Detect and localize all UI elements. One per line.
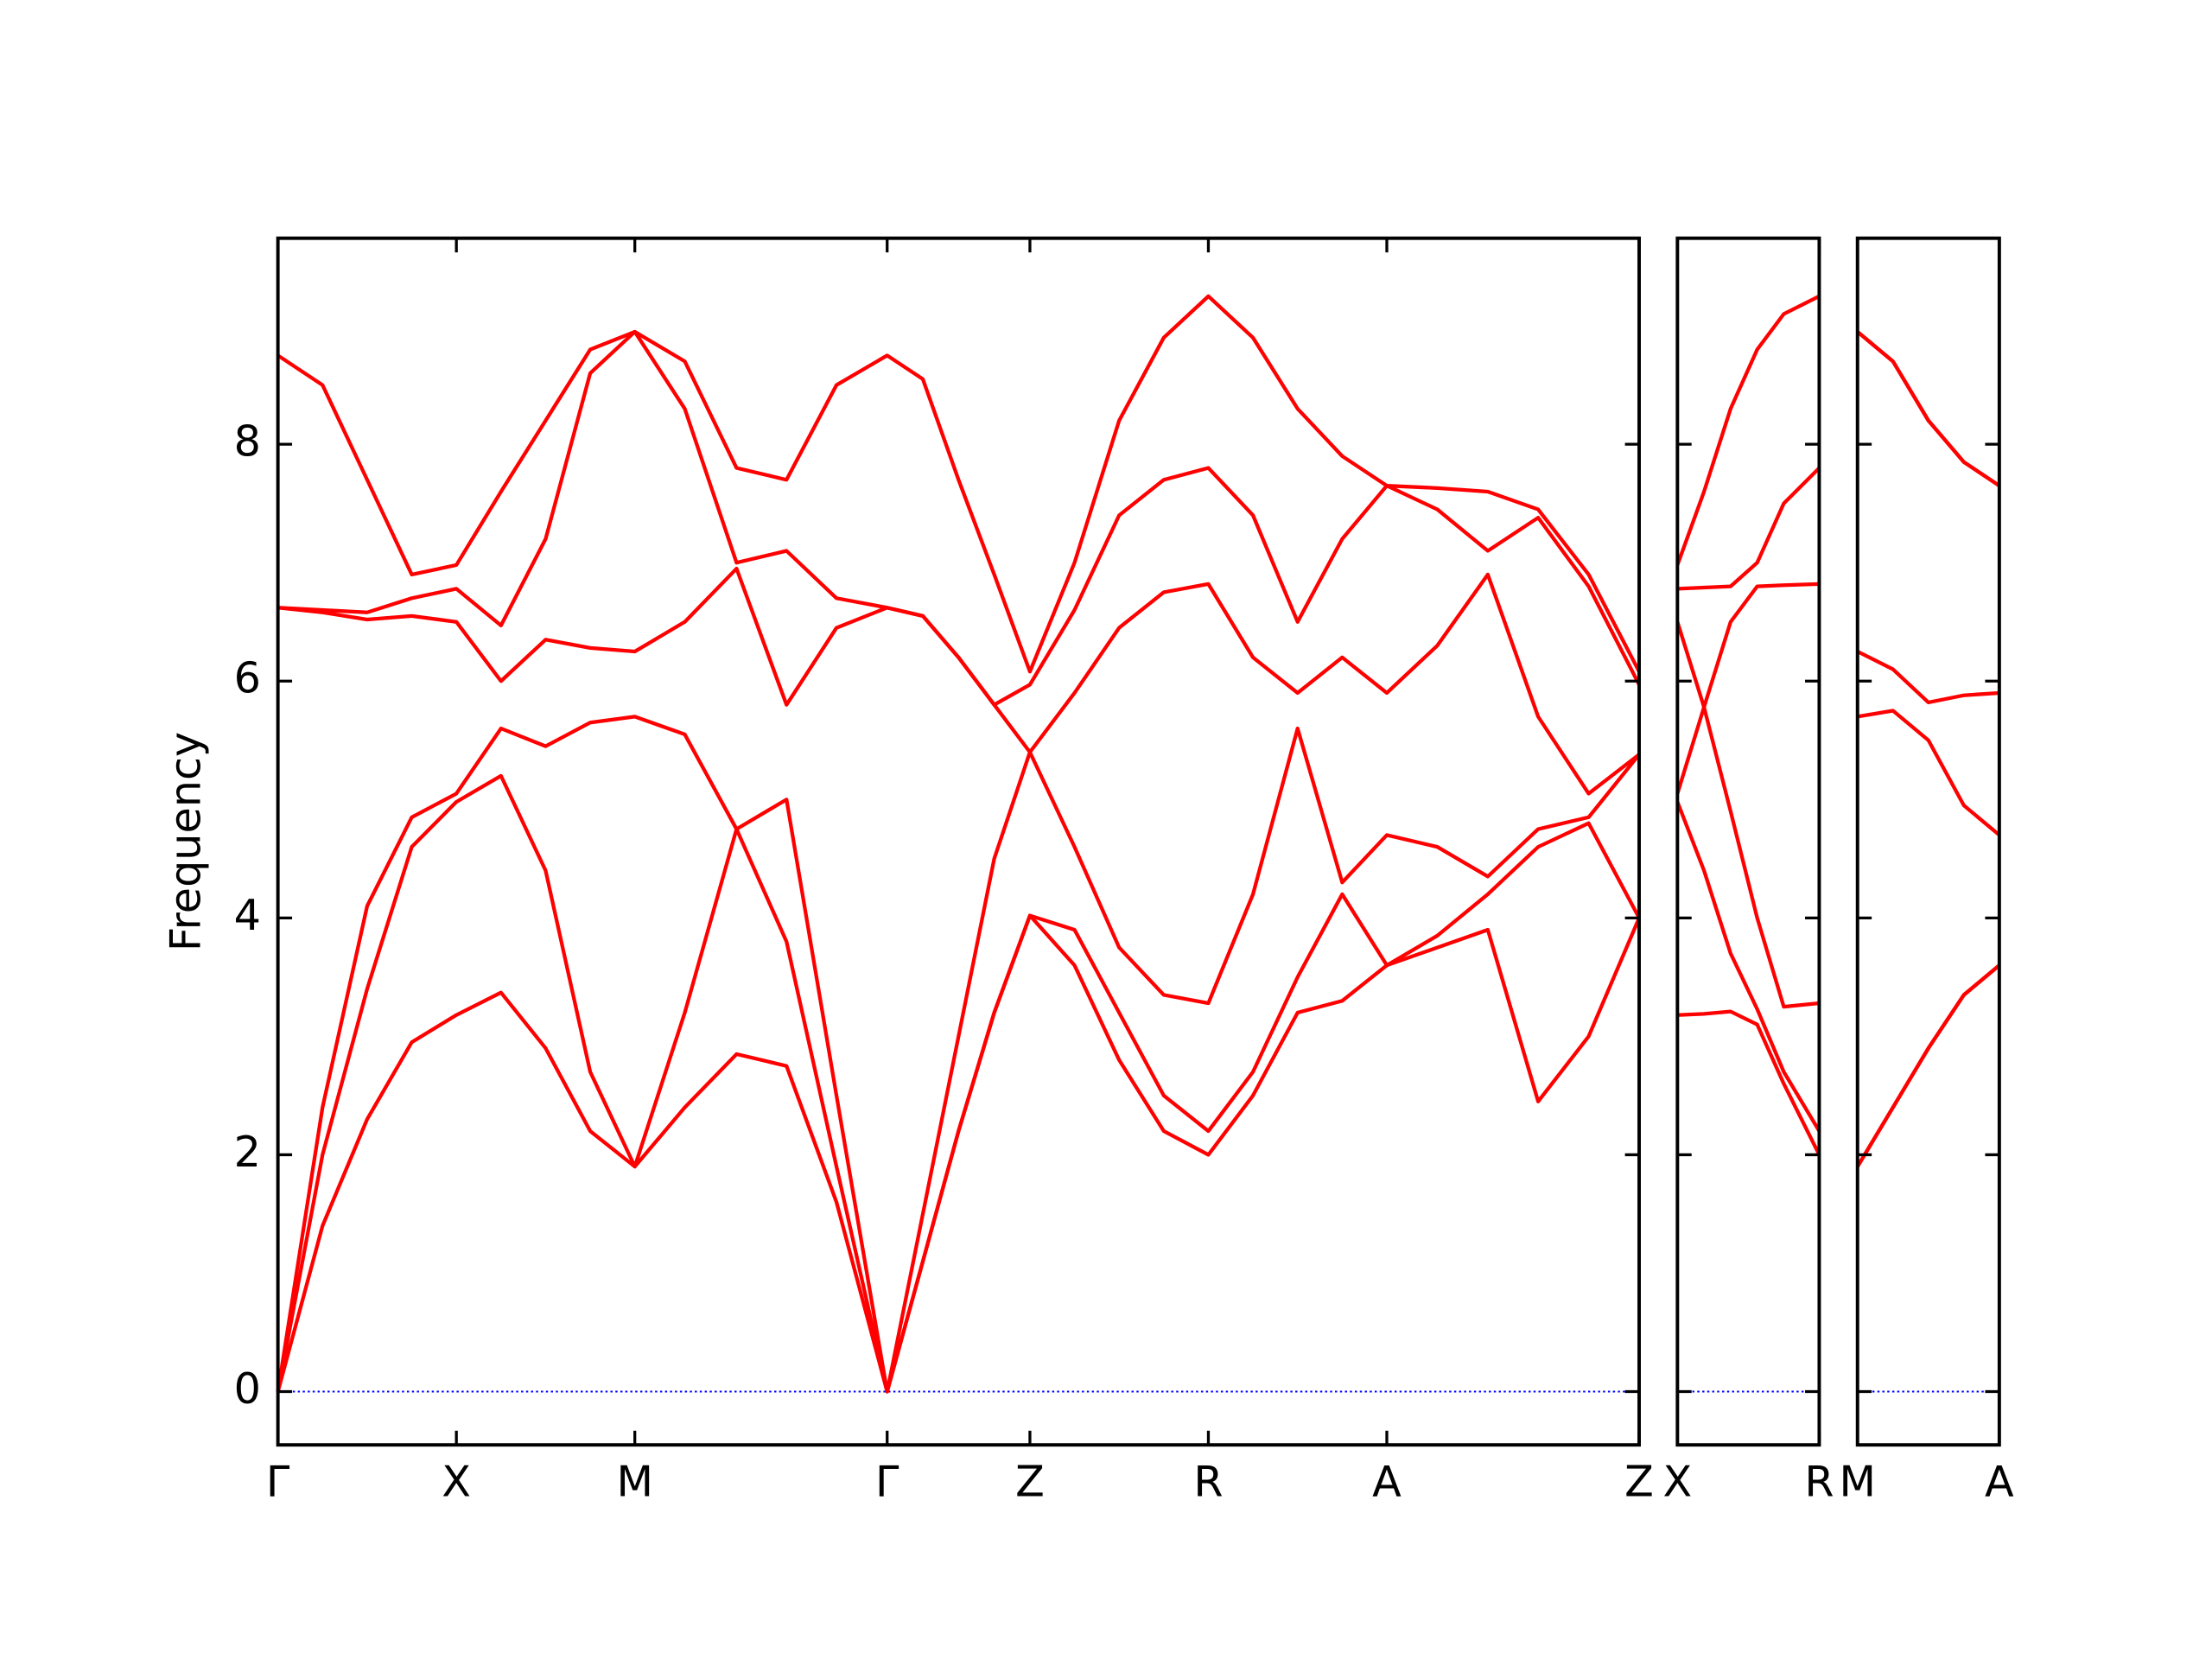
plot-frame bbox=[276, 236, 1641, 1447]
band-line bbox=[1677, 1009, 1821, 1156]
x-tick-label: A bbox=[1985, 1457, 2014, 1507]
x-tick-label: X bbox=[442, 1457, 471, 1507]
band-line bbox=[1675, 294, 1821, 566]
x-tick-label: Z bbox=[1015, 1457, 1045, 1507]
y-tick-label: 0 bbox=[234, 1363, 261, 1414]
y-tick-label: 2 bbox=[234, 1127, 261, 1177]
x-tick-label: Γ bbox=[266, 1457, 290, 1507]
band-line bbox=[276, 773, 1641, 1394]
y-tick-label: 8 bbox=[234, 416, 261, 467]
y-tick-label: 6 bbox=[234, 653, 261, 703]
band-line bbox=[276, 715, 1641, 1394]
x-tick-label: A bbox=[1372, 1457, 1402, 1507]
x-tick-label: X bbox=[1662, 1457, 1692, 1507]
y-axis-label: Frequency bbox=[161, 732, 211, 951]
band-line bbox=[276, 294, 1641, 674]
band-line bbox=[1857, 709, 2001, 837]
x-tick-label: R bbox=[1193, 1457, 1223, 1507]
x-tick-label: M bbox=[1840, 1457, 1876, 1507]
plot-frame bbox=[1855, 236, 2001, 1447]
x-tick-label: Γ bbox=[875, 1457, 899, 1507]
band-line bbox=[1675, 582, 1820, 709]
plot-frame bbox=[1675, 236, 1821, 1447]
x-tick-label: M bbox=[616, 1457, 652, 1507]
x-tick-label: Z bbox=[1624, 1457, 1654, 1507]
band-line bbox=[1677, 467, 1821, 591]
y-tick-label: 4 bbox=[234, 890, 261, 940]
band-line bbox=[1675, 705, 1820, 1009]
band-line bbox=[1856, 330, 2001, 487]
band-line bbox=[1856, 650, 1999, 705]
band-line bbox=[1675, 801, 1821, 1133]
x-tick-label: R bbox=[1804, 1457, 1834, 1507]
band-line bbox=[1855, 963, 2001, 1168]
